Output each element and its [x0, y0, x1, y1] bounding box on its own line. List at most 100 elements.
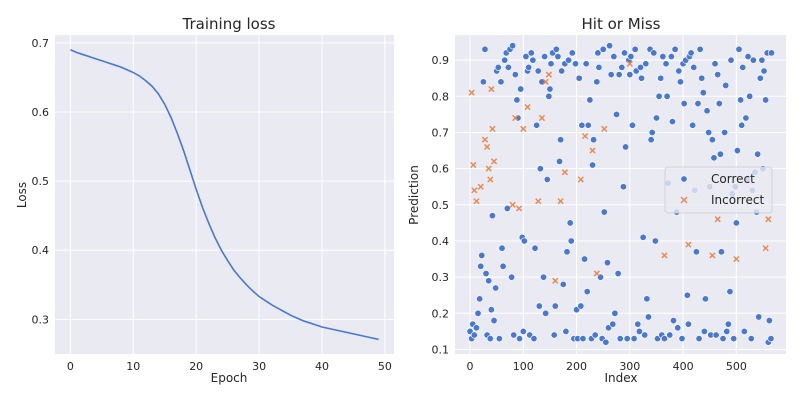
point-correct — [591, 331, 599, 339]
point-correct — [511, 71, 519, 79]
point-correct — [499, 262, 507, 270]
point-correct — [619, 183, 627, 191]
loss-y-tick-label: 0.5 — [32, 175, 50, 188]
scatter-y-tick-label: 0.2 — [432, 307, 450, 320]
point-correct — [740, 327, 748, 335]
point-correct — [579, 335, 587, 343]
scatter-x-tick-label: 400 — [673, 360, 694, 373]
point-incorrect — [483, 143, 491, 151]
point-correct — [622, 143, 630, 151]
point-correct — [517, 85, 525, 93]
scatter-ticks: 0 100 200 300 400 500 0.1 0.2 0.3 0.4 0.5 0.6 0.7 0.8… — [432, 54, 747, 373]
point-correct — [635, 327, 643, 335]
point-correct — [565, 56, 573, 64]
point-correct — [536, 165, 544, 173]
point-incorrect — [557, 198, 564, 205]
point-correct — [727, 56, 735, 64]
point-correct — [662, 60, 670, 68]
point-correct — [583, 288, 591, 296]
point-correct — [567, 237, 575, 245]
scatter-x-tick-label: 0 — [467, 360, 474, 373]
point-correct — [712, 331, 720, 339]
point-correct — [501, 56, 509, 64]
point-correct — [641, 331, 649, 339]
point-correct — [533, 121, 541, 129]
point-correct — [531, 244, 539, 252]
point-correct — [717, 248, 725, 256]
point-correct — [765, 317, 773, 325]
point-correct — [651, 237, 659, 245]
loss-y-tick-label: 0.4 — [32, 244, 50, 257]
point-incorrect — [524, 104, 531, 111]
point-correct — [620, 49, 628, 57]
point-correct — [692, 248, 700, 256]
point-correct — [530, 335, 538, 343]
point-correct — [599, 45, 607, 53]
point-correct — [634, 320, 642, 328]
point-incorrect — [589, 147, 596, 154]
point-correct — [689, 121, 697, 129]
point-correct — [756, 74, 764, 82]
point-correct — [698, 74, 706, 82]
point-correct — [678, 335, 686, 343]
point-correct — [613, 110, 621, 118]
point-correct — [744, 53, 752, 61]
loss-x-tick-label: 10 — [126, 360, 140, 373]
point-correct — [545, 92, 553, 100]
point-correct — [668, 118, 676, 126]
point-correct — [722, 81, 730, 89]
point-incorrect — [481, 136, 489, 143]
point-correct — [767, 49, 775, 57]
point-correct — [571, 60, 579, 68]
point-incorrect — [626, 60, 633, 67]
point-correct — [710, 154, 718, 162]
point-incorrect — [477, 183, 484, 190]
point-correct — [700, 327, 708, 335]
point-correct — [550, 331, 558, 339]
point-incorrect — [509, 201, 516, 208]
scatter-x-tick-label: 300 — [619, 360, 640, 373]
point-correct — [581, 255, 589, 263]
point-incorrect — [473, 198, 480, 205]
point-incorrect — [520, 125, 527, 132]
point-correct — [694, 100, 702, 108]
point-incorrect — [488, 85, 495, 93]
point-correct — [470, 331, 478, 339]
point-correct — [566, 219, 574, 227]
legend-marker-incorrect — [680, 196, 688, 204]
point-correct — [482, 270, 490, 278]
point-correct — [663, 92, 671, 100]
point-correct — [615, 71, 623, 79]
point-incorrect — [561, 169, 568, 176]
point-incorrect — [593, 270, 600, 277]
point-correct — [730, 335, 738, 343]
point-incorrect — [515, 205, 523, 212]
point-correct — [676, 78, 684, 86]
point-correct — [705, 128, 713, 136]
point-correct — [724, 320, 732, 328]
point-correct — [643, 295, 651, 303]
point-incorrect — [765, 216, 772, 223]
scatter-y-tick-label: 0.8 — [432, 90, 450, 103]
point-correct — [715, 100, 723, 108]
point-correct — [630, 335, 638, 343]
scatter-y-tick-label: 0.1 — [432, 343, 450, 356]
point-correct — [758, 56, 766, 64]
point-correct — [657, 74, 665, 82]
point-incorrect — [581, 132, 589, 140]
point-correct — [525, 63, 533, 71]
point-correct — [541, 53, 549, 61]
point-correct — [644, 313, 652, 321]
scatter-y-tick-label: 0.7 — [432, 126, 450, 139]
point-correct — [669, 317, 677, 325]
point-correct — [610, 53, 618, 61]
point-correct — [606, 42, 614, 50]
point-correct — [639, 233, 647, 241]
point-correct — [535, 302, 543, 310]
point-correct — [600, 208, 608, 216]
loss-y-tick-label: 0.6 — [32, 106, 50, 119]
point-correct — [754, 150, 762, 158]
point-correct — [474, 309, 482, 317]
point-correct — [485, 277, 493, 285]
point-correct — [486, 335, 494, 343]
